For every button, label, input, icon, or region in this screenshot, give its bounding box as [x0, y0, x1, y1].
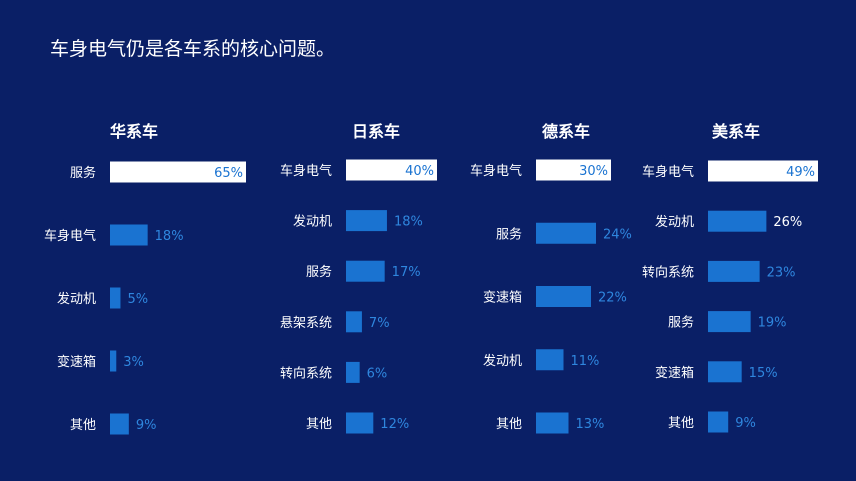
value-label: 18% [394, 215, 423, 230]
bar [346, 412, 374, 434]
value-label: 5% [127, 292, 148, 307]
category-label: 其他 [70, 418, 96, 433]
value-label: 6% [367, 366, 388, 381]
bar [708, 411, 729, 433]
value-label: 3% [123, 355, 144, 370]
category-label: 车身电气 [470, 163, 522, 179]
value-label: 18% [155, 229, 184, 244]
category-label: 车身电气 [642, 164, 694, 180]
value-label: 17% [392, 265, 421, 280]
bar [708, 311, 751, 333]
value-label: 13% [576, 417, 605, 432]
bar [708, 361, 742, 383]
bar [708, 160, 818, 182]
value-label: 9% [735, 416, 756, 431]
value-label: 30% [579, 164, 608, 179]
category-label: 其他 [496, 417, 522, 432]
bar [536, 412, 569, 434]
category-label: 服务 [70, 165, 96, 181]
category-label: 车身电气 [44, 228, 96, 244]
category-label: 服务 [306, 264, 332, 280]
value-label: 24% [603, 227, 632, 242]
category-label: 变速箱 [655, 365, 694, 381]
value-label: 40% [405, 164, 434, 179]
bar [346, 159, 437, 181]
bar [536, 222, 596, 244]
bar [346, 311, 362, 333]
page-title: 车身电气仍是各车系的核心问题。 [50, 38, 336, 60]
bar [346, 361, 360, 383]
category-label: 发动机 [57, 291, 96, 307]
bar [110, 224, 148, 246]
value-label: 26% [773, 215, 802, 230]
category-label: 转向系统 [642, 264, 694, 280]
chart-title: 美系车 [712, 122, 760, 141]
category-label: 服务 [496, 226, 522, 242]
category-label: 变速箱 [483, 290, 522, 306]
bar [110, 161, 246, 183]
value-label: 49% [786, 165, 815, 180]
bar [346, 210, 387, 232]
category-label: 发动机 [483, 353, 522, 369]
chart-title: 德系车 [542, 122, 590, 141]
category-label: 发动机 [655, 214, 694, 230]
value-label: 7% [369, 316, 390, 331]
category-label: 服务 [668, 315, 694, 331]
category-label: 悬架系统 [280, 316, 332, 331]
chart-title: 华系车 [110, 122, 158, 141]
bar [536, 159, 611, 181]
category-label: 其他 [306, 417, 332, 432]
chart-title: 日系车 [352, 122, 400, 141]
category-label: 变速箱 [57, 354, 96, 370]
bar [110, 413, 129, 435]
bar [536, 286, 591, 307]
value-label: 22% [598, 291, 627, 306]
bar [708, 210, 767, 232]
bar [110, 350, 117, 372]
category-label: 转向系统 [280, 365, 332, 381]
bar [536, 349, 564, 371]
value-label: 15% [749, 366, 778, 381]
value-label: 65% [214, 166, 243, 181]
value-label: 12% [380, 417, 409, 432]
value-label: 19% [758, 316, 787, 331]
bar [346, 260, 385, 282]
value-label: 9% [136, 418, 157, 433]
category-label: 发动机 [293, 214, 332, 230]
value-label: 11% [571, 354, 600, 369]
category-label: 车身电气 [280, 163, 332, 179]
bar [708, 260, 760, 282]
category-label: 其他 [668, 416, 694, 431]
value-label: 23% [767, 265, 796, 280]
bar [110, 287, 121, 309]
